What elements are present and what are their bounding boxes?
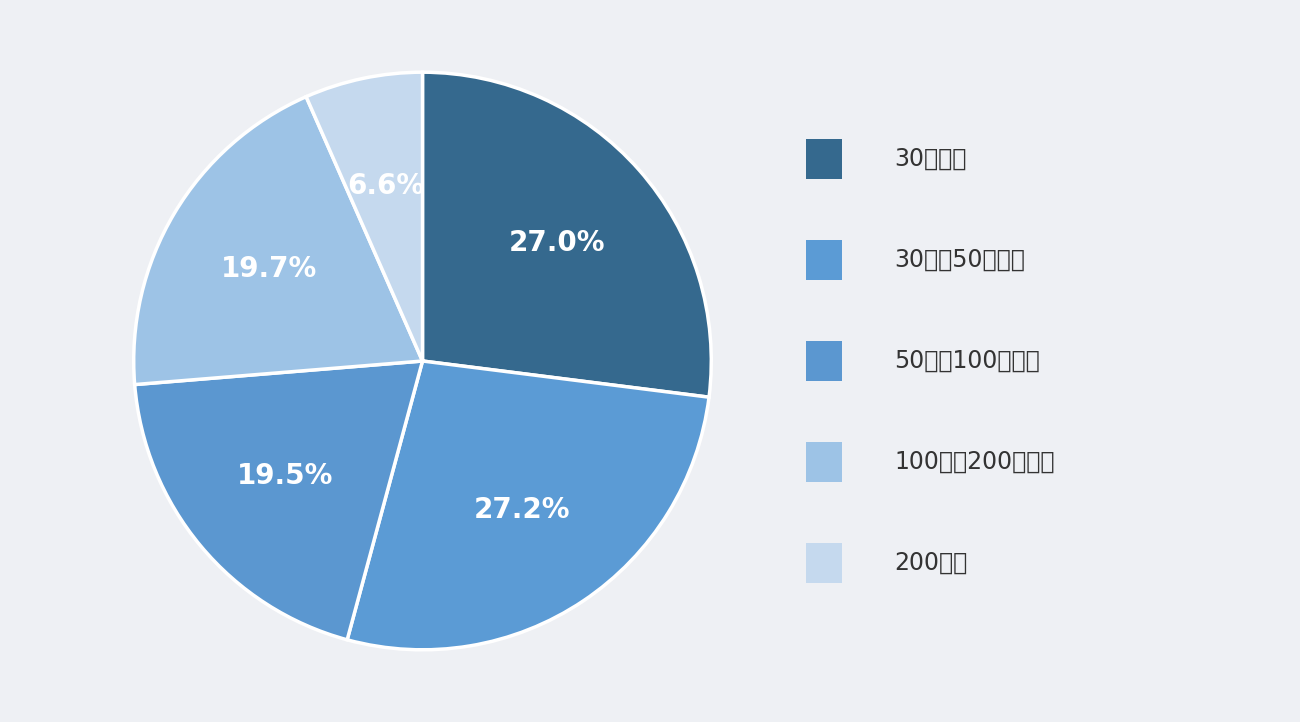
FancyBboxPatch shape: [806, 341, 842, 381]
Text: 6.6%: 6.6%: [347, 172, 424, 200]
FancyBboxPatch shape: [806, 139, 842, 179]
Text: 100万〜200万未満: 100万〜200万未満: [894, 450, 1054, 474]
Text: 27.0%: 27.0%: [508, 229, 604, 256]
Wedge shape: [306, 72, 422, 361]
Wedge shape: [347, 361, 708, 650]
Text: 30万〜50万未満: 30万〜50万未満: [894, 248, 1026, 272]
Text: 200万〜: 200万〜: [894, 551, 967, 575]
FancyBboxPatch shape: [806, 442, 842, 482]
Wedge shape: [134, 97, 422, 385]
Text: 30万未満: 30万未満: [894, 147, 967, 171]
Wedge shape: [135, 361, 422, 640]
FancyBboxPatch shape: [806, 543, 842, 583]
Wedge shape: [422, 72, 711, 397]
Text: 50万〜100万未満: 50万〜100万未満: [894, 349, 1040, 373]
Text: 19.7%: 19.7%: [221, 256, 317, 283]
FancyBboxPatch shape: [806, 240, 842, 280]
Text: 19.5%: 19.5%: [237, 461, 333, 490]
Text: 27.2%: 27.2%: [474, 496, 571, 523]
